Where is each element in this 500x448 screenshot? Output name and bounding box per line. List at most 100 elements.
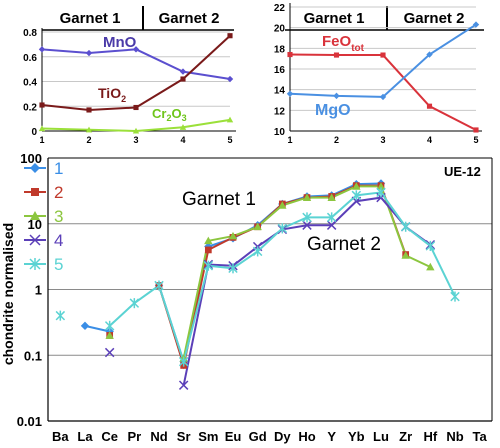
bt-series-3-point bbox=[278, 201, 287, 209]
bt-series-5-point bbox=[400, 221, 411, 232]
tl-series-2-point-1 bbox=[85, 126, 93, 133]
bt-xtick-label: La bbox=[77, 429, 93, 444]
bt-series-5-point bbox=[129, 298, 140, 309]
tl-series-0-point-3 bbox=[179, 68, 187, 75]
tr-ytick-label: 14 bbox=[274, 86, 286, 97]
bt-series-4-point-stroke-b bbox=[178, 380, 189, 390]
tr-ytick-label: 18 bbox=[274, 44, 286, 55]
tl-series-0-point-2 bbox=[132, 46, 140, 53]
bt-xtick-label: Ce bbox=[101, 429, 118, 444]
tl-xtick-label: 2 bbox=[86, 135, 91, 145]
bt-xtick-label: Hf bbox=[423, 429, 437, 444]
bt-series-4-point bbox=[302, 220, 312, 230]
panel-bottom: 0.01 0.1 1 10 100 Ba La Ce Pr Nd Sr Sm Eu Gd Dy Ho Y Yb Lu… bbox=[0, 151, 493, 444]
bt-series-5-point bbox=[228, 263, 238, 274]
group-label-garnet-2: Garnet 2 bbox=[159, 10, 220, 27]
tr-ytick-label: 10 bbox=[274, 127, 286, 138]
group-label-garnet-1-right: Garnet 1 bbox=[304, 10, 365, 27]
tl-series-1-point-1 bbox=[86, 107, 92, 113]
tr-ytick-label: 16 bbox=[274, 65, 286, 76]
tl-ytick-label: 0.2 bbox=[23, 102, 37, 113]
bt-xtick-label: Ho bbox=[298, 429, 315, 444]
tl-xtick-label: 1 bbox=[39, 135, 44, 145]
legend-marker-3 bbox=[30, 211, 40, 220]
bt-series-3-point bbox=[105, 331, 114, 339]
tl-xtick-label: 4 bbox=[180, 135, 185, 145]
tr-series-1-point-0 bbox=[286, 90, 294, 97]
bt-series-5-point bbox=[351, 190, 362, 201]
bt-series-5-point bbox=[302, 212, 312, 223]
tl-xtick-label: 3 bbox=[133, 135, 138, 145]
bt-series-5-point bbox=[252, 246, 263, 257]
bt-xtick-label: Lu bbox=[373, 429, 389, 444]
bt-series-5-point bbox=[154, 280, 164, 291]
bt-xtick-label: Nb bbox=[446, 429, 463, 444]
tr-xtick-label: 3 bbox=[380, 135, 385, 145]
bt-xtick-label: Ta bbox=[473, 429, 488, 444]
legend-marker-4-stroke-b bbox=[29, 234, 41, 246]
bt-series-3-point bbox=[352, 182, 361, 190]
bt-xtick-label: Sr bbox=[177, 429, 191, 444]
tr-series-1-point-3 bbox=[426, 51, 433, 58]
bt-series-3-point bbox=[376, 182, 386, 190]
bt-series-3-point bbox=[228, 231, 238, 240]
tl-ytick-label: 0 bbox=[31, 127, 37, 138]
bt-xtick-label: Gd bbox=[249, 429, 267, 444]
tr-series-0-point-2 bbox=[380, 52, 386, 58]
legend-label-3: 3 bbox=[54, 207, 63, 226]
bt-xtick-label: Nd bbox=[150, 429, 167, 444]
bt-xtick-label: Ba bbox=[52, 429, 69, 444]
bt-series-4-point-stroke-b bbox=[326, 220, 337, 230]
annotation-garnet-2: Garnet 2 bbox=[307, 234, 381, 255]
series-label-cr2o3: Cr2O3 bbox=[152, 106, 187, 123]
bt-series-5-point bbox=[178, 356, 189, 367]
tl-series-0-point-1 bbox=[85, 49, 93, 57]
bt-series-4-point-stroke-b bbox=[302, 220, 312, 230]
legend-marker-1 bbox=[30, 163, 40, 173]
group-label-garnet-1: Garnet 1 bbox=[60, 10, 121, 27]
bt-ytick-label: 0.1 bbox=[24, 348, 42, 363]
bt-series-5-point bbox=[55, 310, 66, 321]
tr-xtick-label: 5 bbox=[473, 135, 478, 145]
bt-series-1-point bbox=[80, 321, 90, 331]
tl-xtick-label: 5 bbox=[227, 135, 232, 145]
tl-ytick-label: 0.6 bbox=[23, 53, 37, 64]
series-label-feo-tot: FeOtot bbox=[322, 33, 365, 54]
panel-top-left: Garnet 1 Garnet 2 0 0.2 0.4 0.6 0.8 1 2 3 4 5 MnO… bbox=[23, 6, 236, 145]
tr-ytick-label: 22 bbox=[274, 3, 286, 14]
tl-series-2-point-4 bbox=[226, 116, 234, 123]
series-labels-top-left: MnO TiO2 Cr2O3 bbox=[98, 34, 187, 123]
tr-series-0-point-1 bbox=[333, 52, 340, 58]
bt-series-5-point bbox=[450, 291, 460, 302]
legend-marker-5 bbox=[29, 258, 41, 270]
tr-series-1-point-2 bbox=[379, 93, 387, 101]
bt-xtick-label: Yb bbox=[348, 429, 365, 444]
bt-series-5-point bbox=[425, 240, 436, 251]
bt-series-5-point bbox=[104, 320, 115, 331]
bt-ytick-label: 10 bbox=[28, 217, 42, 232]
legend-label-5: 5 bbox=[54, 255, 63, 274]
tl-series-1-point-4 bbox=[227, 33, 233, 39]
bt-series-3-point bbox=[401, 251, 410, 259]
legend-label-4: 4 bbox=[54, 231, 63, 250]
tr-xtick-label: 4 bbox=[427, 135, 432, 145]
tl-series-0-point-0 bbox=[38, 46, 46, 53]
tr-xtick-label: 1 bbox=[287, 135, 292, 145]
legend-bottom: 1 2 3 4 5 bbox=[24, 159, 63, 274]
bt-series-3-point bbox=[426, 262, 435, 271]
tl-series-1-point-0 bbox=[39, 102, 45, 108]
tl-series-2-point-0 bbox=[38, 125, 46, 132]
bt-ytick-label: 1 bbox=[35, 283, 42, 298]
bt-xtick-label: Dy bbox=[274, 429, 291, 444]
bt-series-5-point bbox=[277, 223, 288, 234]
bt-xtick-label: Pr bbox=[127, 429, 141, 444]
group-label-garnet-2-right: Garnet 2 bbox=[404, 10, 465, 27]
legend-label-1: 1 bbox=[54, 159, 63, 178]
tr-series-1-point-4 bbox=[472, 21, 480, 28]
tl-series-0-point-4 bbox=[226, 75, 234, 83]
bt-ytick-label: 0.01 bbox=[17, 414, 42, 429]
tl-series-2-point-3 bbox=[179, 124, 187, 130]
bt-series-5-point bbox=[326, 212, 337, 223]
annotation-garnet-1: Garnet 1 bbox=[182, 189, 256, 210]
